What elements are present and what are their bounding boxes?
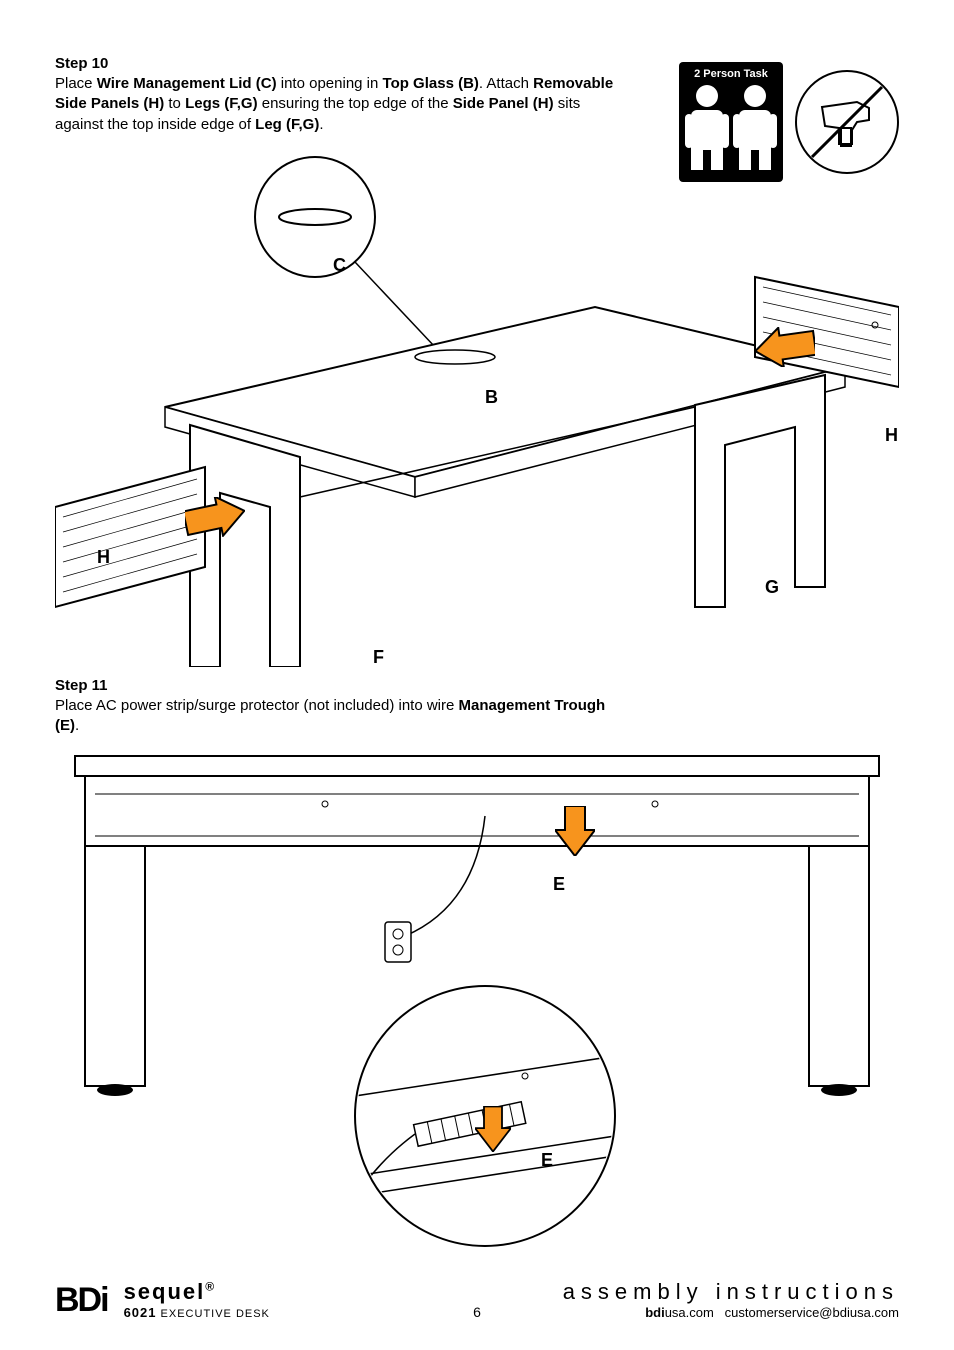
t: Wire Management Lid (C) <box>97 75 277 92</box>
step11-diagram: E E <box>55 746 899 1266</box>
t: 6021 <box>124 1305 157 1320</box>
t: bdi <box>645 1305 665 1320</box>
footer-contacts: bdiusa.com customerservice@bdiusa.com <box>563 1305 899 1320</box>
t: . Attach <box>479 75 533 92</box>
t: sequel <box>124 1279 206 1304</box>
label-c: C <box>333 255 346 276</box>
label-f: F <box>373 647 384 668</box>
step10-diagram: C B H H F G <box>55 147 899 667</box>
label-e1: E <box>553 874 565 895</box>
t: into opening in <box>277 75 383 92</box>
label-h-left: H <box>97 547 110 568</box>
desk-front-icon <box>55 746 899 1266</box>
t: ensuring the top edge of the <box>258 95 453 112</box>
t: EXECUTIVE DESK <box>156 1308 269 1320</box>
product-name: sequel® <box>124 1279 270 1305</box>
t: Leg (F,G) <box>255 116 319 133</box>
step11-body: Place AC power strip/surge protector (no… <box>55 696 615 737</box>
t: Legs (F,G) <box>185 95 258 112</box>
t: . <box>319 116 323 133</box>
t: usa.com <box>665 1305 714 1320</box>
label-e2: E <box>541 1150 553 1171</box>
t: Top Glass (B) <box>383 75 479 92</box>
product-model: 6021 EXECUTIVE DESK <box>124 1305 270 1320</box>
page-number: 6 <box>473 1304 481 1320</box>
step11-heading: Step 11 <box>55 677 899 694</box>
bdi-logo: BDi <box>55 1281 108 1320</box>
t: Side Panel (H) <box>453 95 554 112</box>
label-b: B <box>485 387 498 408</box>
step10-body: Place Wire Management Lid (C) into openi… <box>55 74 615 135</box>
assembly-title: assembly instructions <box>563 1279 899 1305</box>
label-g: G <box>765 577 779 598</box>
t: . <box>75 717 79 734</box>
two-person-label: 2 Person Task <box>694 68 768 80</box>
t: Place <box>55 75 97 92</box>
t: Place AC power strip/surge protector (no… <box>55 697 459 714</box>
arrow-icon <box>475 1106 511 1152</box>
footer-email: customerservice@bdiusa.com <box>725 1305 899 1320</box>
t: to <box>164 95 185 112</box>
arrow-icon <box>755 327 815 367</box>
reg-mark: ® <box>205 1280 216 1294</box>
label-h-right: H <box>885 425 898 446</box>
page-footer: BDi sequel® 6021 EXECUTIVE DESK 6 assemb… <box>0 1279 954 1320</box>
arrow-icon <box>555 806 595 856</box>
arrow-icon <box>185 497 245 537</box>
